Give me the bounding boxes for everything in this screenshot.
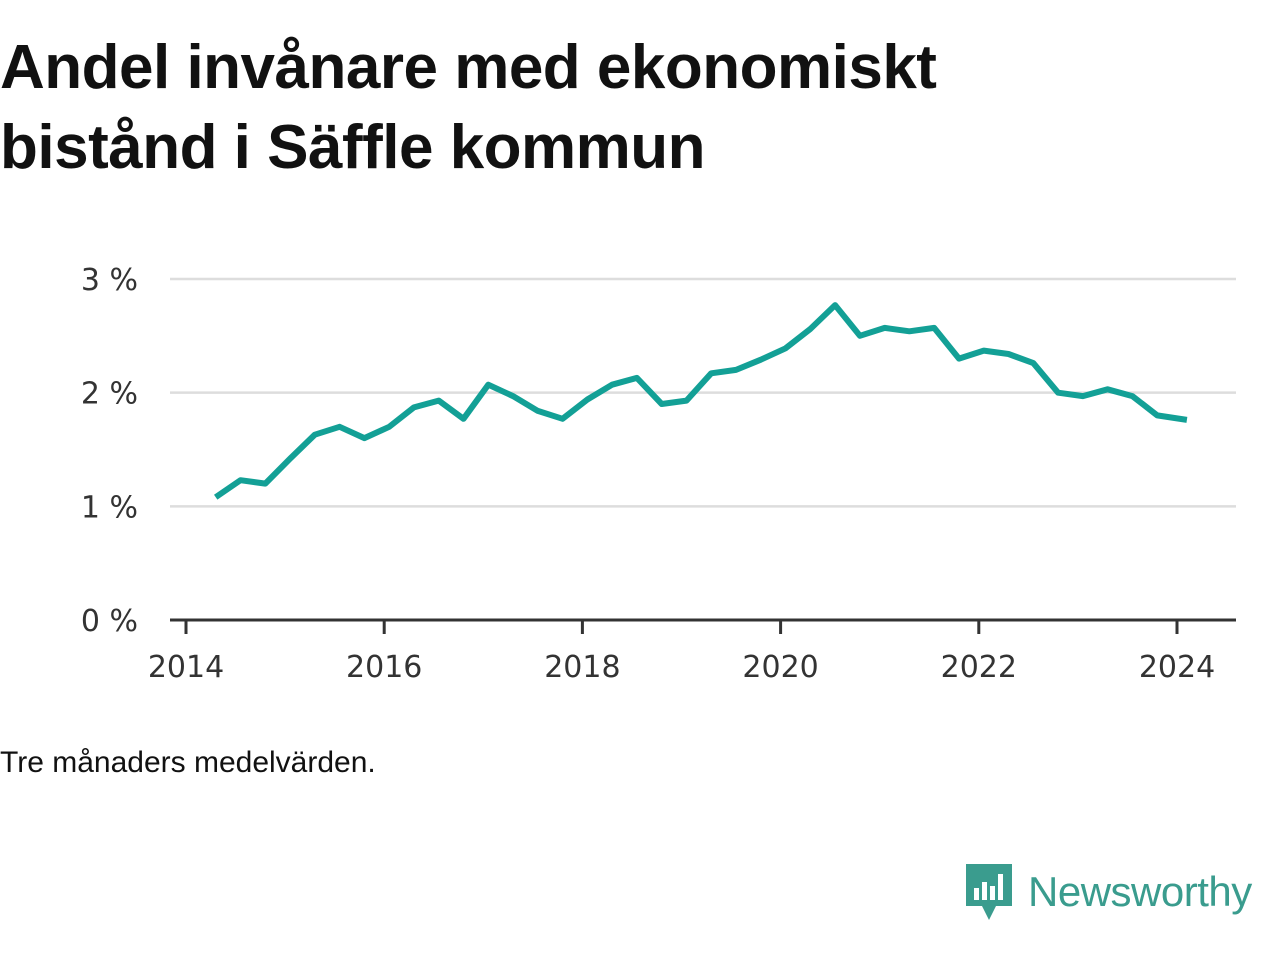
brand-name: Newsworthy bbox=[1028, 868, 1252, 915]
chart-note: Tre månaders medelvärden. bbox=[0, 746, 376, 779]
x-tick-label: 2014 bbox=[148, 650, 224, 685]
y-tick-label: 0 % bbox=[81, 604, 138, 639]
chart-title-line-2: bistånd i Säffle kommun bbox=[0, 113, 706, 182]
brand: Newsworthy bbox=[964, 862, 1252, 922]
series-line bbox=[214, 302, 1188, 500]
chart-title-line-1: Andel invånare med ekonomiskt bbox=[0, 33, 937, 102]
x-tick-label: 2022 bbox=[941, 650, 1017, 685]
y-tick-label: 2 % bbox=[81, 377, 138, 412]
line-chart: 0 % 1 % 2 % 3 % 2014 2016 2018 2020 2022 2024 bbox=[81, 263, 1236, 685]
x-tick-label: 2024 bbox=[1139, 650, 1215, 685]
x-tick-label: 2018 bbox=[544, 650, 620, 685]
y-tick-label: 1 % bbox=[81, 490, 138, 525]
chart-title: Andel invånare med ekonomiskt bistånd i … bbox=[0, 28, 1260, 188]
newsworthy-logo-icon bbox=[966, 864, 1012, 920]
y-tick-label: 3 % bbox=[81, 263, 138, 298]
x-tick-label: 2020 bbox=[742, 650, 818, 685]
x-tick-label: 2016 bbox=[346, 650, 422, 685]
